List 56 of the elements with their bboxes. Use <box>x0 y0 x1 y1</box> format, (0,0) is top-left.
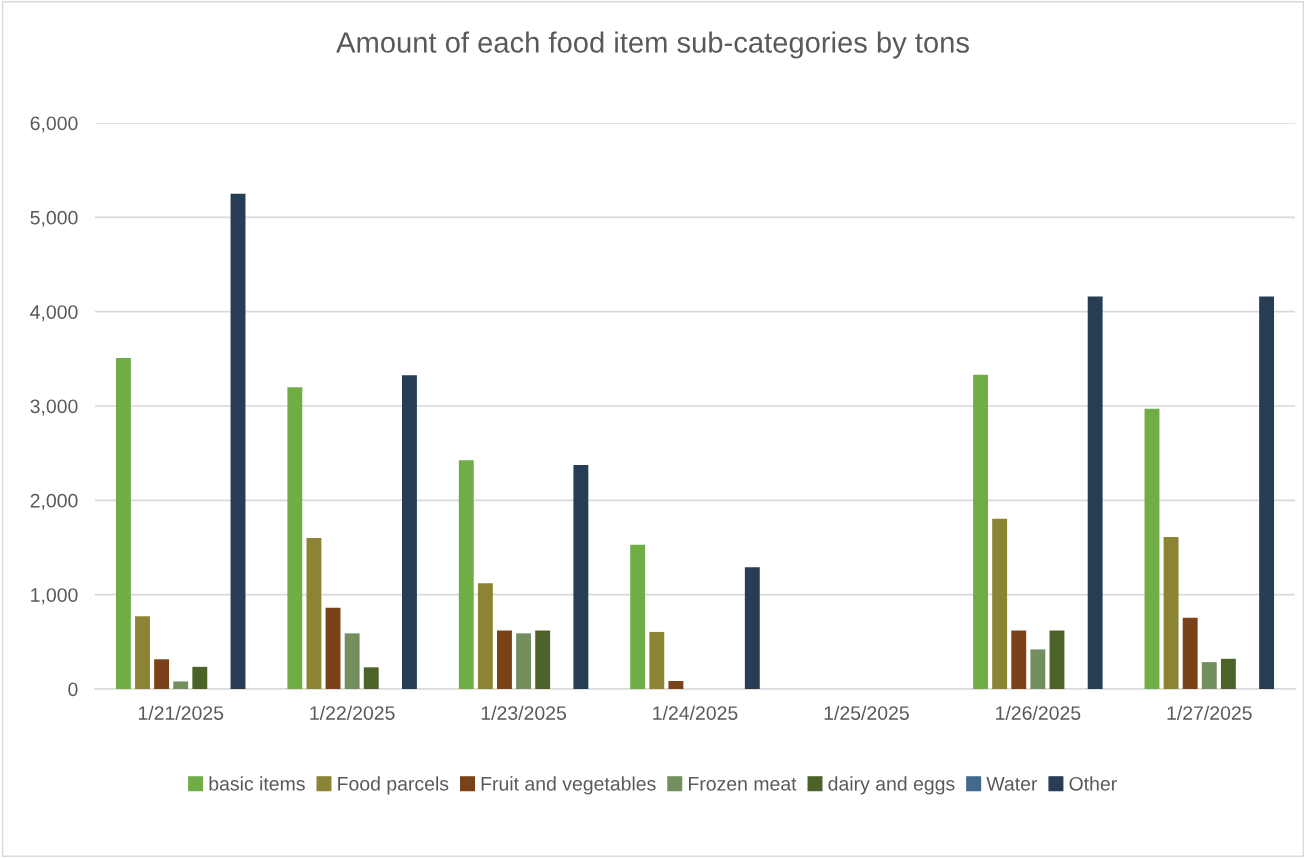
bar <box>458 460 474 689</box>
x-tick-label: 1/22/2025 <box>310 705 395 720</box>
bar <box>344 633 360 689</box>
bar <box>306 538 322 689</box>
legend-label: Food parcels <box>338 776 449 795</box>
bar <box>1030 649 1046 689</box>
bar <box>115 357 131 689</box>
legend-label: Water <box>986 777 1038 791</box>
y-tick-label: 5,000 <box>30 210 78 227</box>
bar <box>992 518 1008 689</box>
bar <box>973 374 988 689</box>
bar <box>573 464 589 689</box>
x-tick-label: 1/24/2025 <box>653 705 738 720</box>
y-tick-label: 4,000 <box>30 305 78 322</box>
bar <box>287 387 303 689</box>
bar <box>1144 408 1160 689</box>
chart-title: Amount of each food item sub-categories by tons <box>336 31 969 59</box>
y-tick-label: 1,000 <box>31 588 78 605</box>
bar <box>363 667 379 689</box>
bar <box>477 583 493 689</box>
bar <box>1049 630 1065 689</box>
x-tick-label: 1/23/2025 <box>481 705 567 720</box>
legend-label: Frozen meat <box>689 777 797 791</box>
x-tick-label: 1/25/2025 <box>824 705 909 720</box>
bar <box>668 680 684 689</box>
y-tick-label: 3,000 <box>30 399 78 416</box>
bar <box>1259 296 1275 689</box>
bar <box>1163 537 1179 689</box>
legend-label: dairy and eggs <box>828 776 955 795</box>
bar <box>1087 296 1103 689</box>
bar <box>154 659 170 689</box>
bar <box>744 567 760 689</box>
bar <box>135 616 150 689</box>
bar <box>649 631 665 689</box>
y-tick-label: 6,000 <box>30 116 78 133</box>
bar <box>1201 662 1217 689</box>
y-tick-label: 0 <box>68 682 78 697</box>
legend-label: Fruit and vegetables <box>481 776 656 795</box>
legend-label: Other <box>1069 776 1117 791</box>
bar <box>1220 658 1236 689</box>
x-tick-label: 1/21/2025 <box>138 705 224 720</box>
bar <box>1011 630 1027 689</box>
x-tick-label: 1/26/2025 <box>996 705 1081 720</box>
bar <box>630 544 646 689</box>
bar <box>192 666 208 689</box>
bar <box>1182 617 1198 689</box>
bar <box>516 633 532 689</box>
x-tick-label: 1/27/2025 <box>1167 705 1252 720</box>
bar <box>497 630 512 689</box>
y-tick-label: 2,000 <box>30 493 78 510</box>
bar <box>230 193 246 689</box>
legend-label: basic items <box>209 776 305 791</box>
bar <box>535 630 551 689</box>
bar <box>325 607 341 689</box>
bar <box>173 681 189 689</box>
bar <box>402 375 417 689</box>
